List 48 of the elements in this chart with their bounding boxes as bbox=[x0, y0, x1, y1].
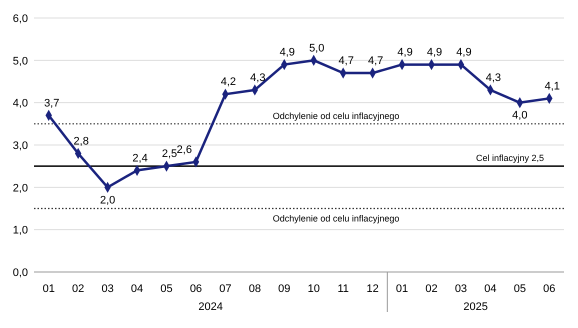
x-tick-label: 03 bbox=[101, 283, 114, 295]
x-tick-label: 06 bbox=[190, 283, 202, 295]
data-label: 4,7 bbox=[368, 55, 384, 68]
data-label: 4,1 bbox=[544, 80, 560, 92]
x-tick-label: 02 bbox=[425, 283, 438, 295]
y-tick-label: 4,0 bbox=[12, 98, 28, 110]
data-label: 4,0 bbox=[512, 110, 528, 122]
data-label: 4,2 bbox=[220, 76, 236, 88]
x-tick-label: 05 bbox=[514, 283, 526, 295]
data-label: 4,9 bbox=[426, 46, 442, 59]
ref-line-label: Cel inflacyjny 2,5 bbox=[476, 153, 544, 164]
y-tick-label: 1,0 bbox=[12, 224, 28, 237]
x-tick-label: 02 bbox=[72, 283, 84, 295]
y-tick-label: 5,0 bbox=[12, 55, 28, 68]
text: 2024 bbox=[198, 301, 223, 313]
x-tick-label: 10 bbox=[308, 283, 320, 295]
x-tick-label: 07 bbox=[219, 283, 232, 295]
x-tick-label: 04 bbox=[484, 283, 497, 295]
x-tick-label: 06 bbox=[543, 283, 556, 295]
data-label: 4,3 bbox=[486, 72, 502, 84]
x-tick-label: 05 bbox=[160, 283, 173, 295]
x-tick-label: 01 bbox=[396, 283, 408, 295]
x-tick-label: 01 bbox=[42, 283, 55, 295]
data-label: 2,8 bbox=[74, 135, 89, 148]
y-tick-label: 2,0 bbox=[12, 182, 28, 194]
data-label: 4,7 bbox=[338, 55, 354, 68]
x-tick-label: 11 bbox=[337, 283, 349, 295]
data-label: 4,9 bbox=[397, 46, 413, 59]
data-label: 5,0 bbox=[309, 42, 324, 54]
y-tick-label: 0,0 bbox=[12, 267, 28, 279]
y-tick-label: 3,0 bbox=[12, 140, 28, 152]
data-label: 3,7 bbox=[44, 97, 60, 110]
x-tick-label: 08 bbox=[248, 283, 261, 295]
y-tick-label: 6,0 bbox=[12, 13, 28, 25]
data-label: 2,6 bbox=[176, 144, 192, 156]
ref-line-label: Odchylenie od celu inflacyjnego bbox=[272, 214, 400, 224]
ref-line-label: Odchylenie od celu inflacyjnego bbox=[272, 110, 400, 121]
x-tick-label: 12 bbox=[366, 283, 379, 295]
data-label: 4,9 bbox=[456, 46, 472, 59]
data-label: 2,5 bbox=[162, 148, 178, 160]
data-label: 4,9 bbox=[280, 46, 295, 59]
x-tick-label: 09 bbox=[278, 283, 290, 295]
x-tick-label: 04 bbox=[130, 283, 144, 295]
data-label: 4,3 bbox=[250, 72, 266, 84]
data-label: 2,0 bbox=[100, 194, 116, 206]
data-label: 2,4 bbox=[132, 152, 148, 164]
x-tick-label: 03 bbox=[454, 283, 468, 295]
text: 2025 bbox=[463, 301, 488, 313]
